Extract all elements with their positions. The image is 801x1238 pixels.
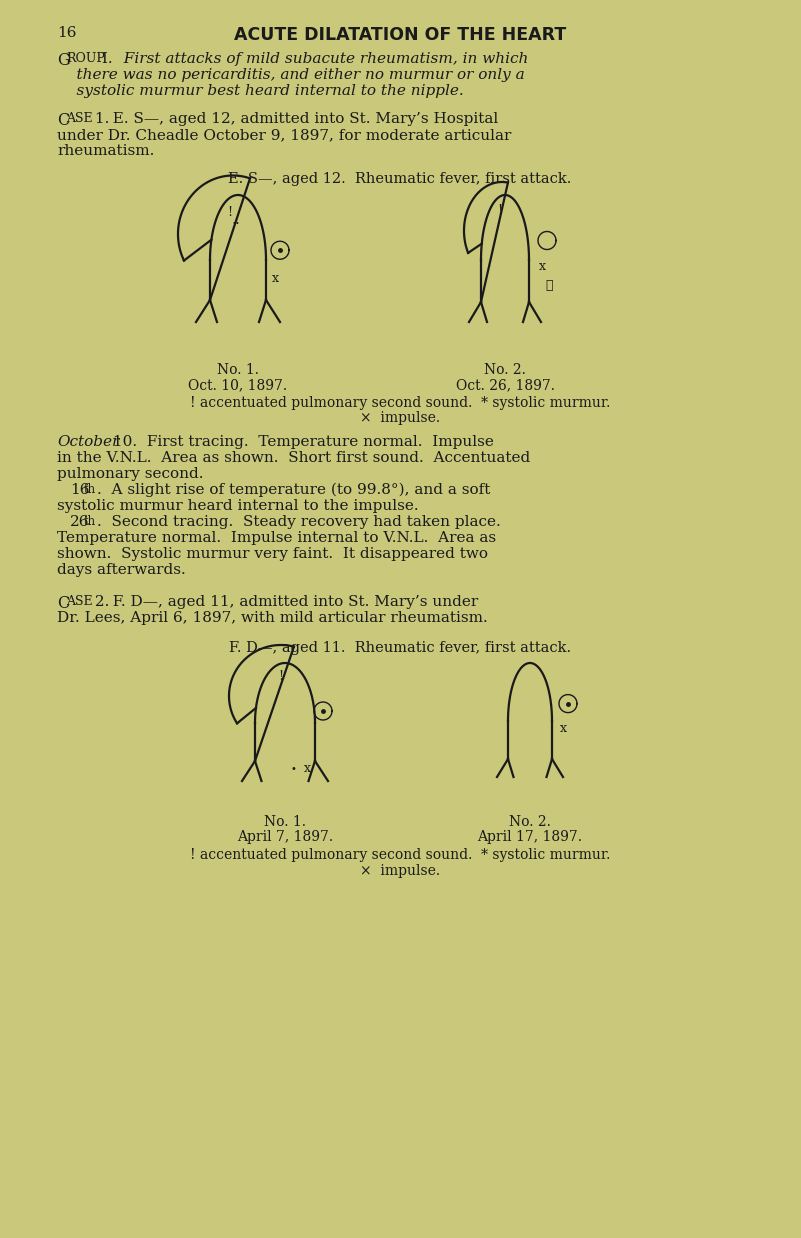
Text: April 7, 1897.: April 7, 1897. xyxy=(237,829,333,844)
Text: pulmonary second.: pulmonary second. xyxy=(57,467,203,482)
Text: systolic murmur best heard internal to the nipple.: systolic murmur best heard internal to t… xyxy=(57,84,464,98)
Text: .: . xyxy=(235,213,239,228)
Text: ! accentuated pulmonary second sound.  * systolic murmur.: ! accentuated pulmonary second sound. * … xyxy=(190,848,610,862)
Text: .  Second tracing.  Steady recovery had taken place.: . Second tracing. Steady recovery had ta… xyxy=(97,515,501,529)
Text: E. S—, aged 12.  Rheumatic fever, first attack.: E. S—, aged 12. Rheumatic fever, first a… xyxy=(228,172,572,186)
Text: x: x xyxy=(538,260,545,274)
Text: Temperature normal.  Impulse internal to V.N.L.  Area as: Temperature normal. Impulse internal to … xyxy=(57,531,496,545)
Text: in the V.N.L.  Area as shown.  Short first sound.  Accentuated: in the V.N.L. Area as shown. Short first… xyxy=(57,451,530,465)
Text: .: . xyxy=(231,213,236,228)
Text: days afterwards.: days afterwards. xyxy=(57,563,186,577)
Text: x: x xyxy=(304,763,311,775)
Text: No. 2.: No. 2. xyxy=(484,363,526,378)
Text: Oct. 26, 1897.: Oct. 26, 1897. xyxy=(456,378,554,392)
Text: ×  impulse.: × impulse. xyxy=(360,411,440,425)
Text: ASE: ASE xyxy=(66,595,93,608)
Text: 26: 26 xyxy=(70,515,90,529)
Text: 16: 16 xyxy=(57,26,77,40)
Text: 1.: 1. xyxy=(90,111,110,126)
Text: ℓ: ℓ xyxy=(545,279,553,292)
Text: ×  impulse.: × impulse. xyxy=(360,864,440,878)
Text: .  A slight rise of temperature (to 99.8°), and a soft: . A slight rise of temperature (to 99.8°… xyxy=(97,483,490,498)
Text: th: th xyxy=(84,515,96,527)
Text: C: C xyxy=(57,595,69,612)
Text: Dr. Lees, April 6, 1897, with mild articular rheumatism.: Dr. Lees, April 6, 1897, with mild artic… xyxy=(57,612,488,625)
Text: 16: 16 xyxy=(70,483,90,496)
Text: !: ! xyxy=(279,671,284,683)
Text: x: x xyxy=(272,272,279,285)
Text: E. S—, aged 12, admitted into St. Mary’s Hospital: E. S—, aged 12, admitted into St. Mary’s… xyxy=(103,111,498,126)
Text: th: th xyxy=(84,483,96,496)
Text: ASE: ASE xyxy=(66,111,93,125)
Text: !: ! xyxy=(227,207,232,219)
Text: there was no pericarditis, and either no murmur or only a: there was no pericarditis, and either no… xyxy=(57,68,525,82)
Text: 10.  First tracing.  Temperature normal.  Impulse: 10. First tracing. Temperature normal. I… xyxy=(108,435,494,449)
Text: systolic murmur heard internal to the impulse.: systolic murmur heard internal to the im… xyxy=(57,499,419,513)
Text: Oct. 10, 1897.: Oct. 10, 1897. xyxy=(188,378,288,392)
Text: ROUP: ROUP xyxy=(66,52,105,66)
Text: ! accentuated pulmonary second sound.  * systolic murmur.: ! accentuated pulmonary second sound. * … xyxy=(190,396,610,410)
Text: No. 1.: No. 1. xyxy=(264,815,306,829)
Text: shown.  Systolic murmur very faint.  It disappeared two: shown. Systolic murmur very faint. It di… xyxy=(57,547,488,561)
Text: No. 2.: No. 2. xyxy=(509,815,551,829)
Text: !: ! xyxy=(497,204,502,218)
Text: F. D—, aged 11, admitted into St. Mary’s under: F. D—, aged 11, admitted into St. Mary’s… xyxy=(103,595,478,609)
Text: October: October xyxy=(57,435,119,449)
Text: C: C xyxy=(57,111,69,129)
Text: No. 1.: No. 1. xyxy=(217,363,259,378)
Text: I.: I. xyxy=(97,52,113,66)
Text: April 17, 1897.: April 17, 1897. xyxy=(477,829,582,844)
Text: rheumatism.: rheumatism. xyxy=(57,144,155,158)
Text: F. D—, aged 11.  Rheumatic fever, first attack.: F. D—, aged 11. Rheumatic fever, first a… xyxy=(229,641,571,655)
Text: •: • xyxy=(290,764,296,774)
Text: G: G xyxy=(57,52,70,69)
Text: First attacks of mild subacute rheumatism, in which: First attacks of mild subacute rheumatis… xyxy=(114,52,529,66)
Text: under Dr. Cheadle October 9, 1897, for moderate articular: under Dr. Cheadle October 9, 1897, for m… xyxy=(57,128,511,142)
Text: x: x xyxy=(560,722,566,735)
Text: 2.: 2. xyxy=(90,595,110,609)
Text: ACUTE DILATATION OF THE HEART: ACUTE DILATATION OF THE HEART xyxy=(234,26,566,45)
